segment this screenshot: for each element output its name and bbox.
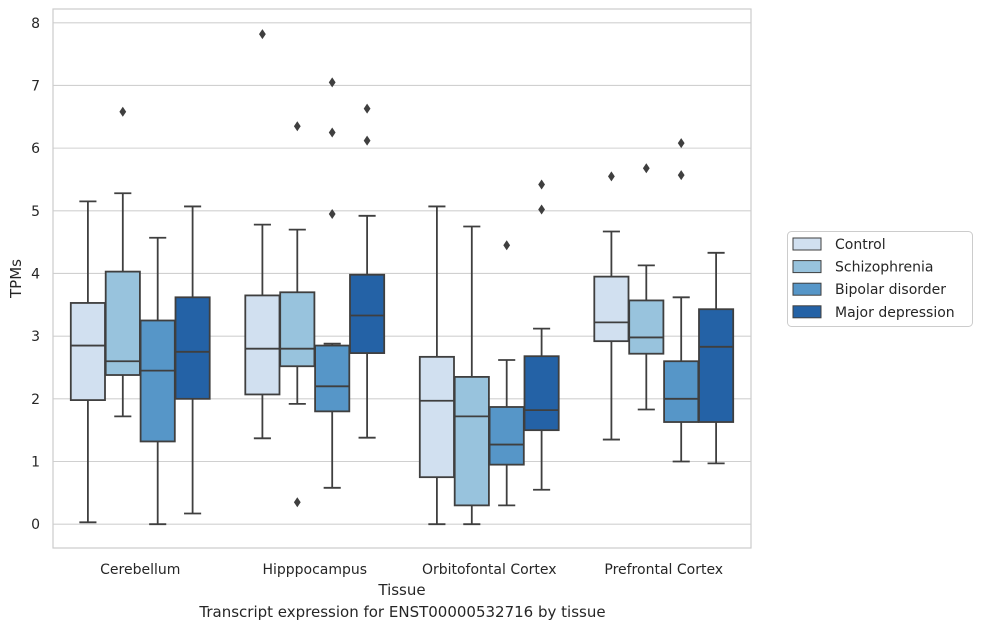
outlier-point <box>538 179 545 190</box>
box-iqr <box>593 275 630 343</box>
outlier-point <box>328 77 336 88</box>
box-iqr <box>279 291 316 368</box>
x-tick-label: Orbitofontal Cortex <box>422 562 557 578</box>
box-0-3 <box>174 205 211 515</box>
x-tick-label: Cerebellum <box>100 562 180 578</box>
y-tick-label: 1 <box>31 455 40 471</box>
outlier-point <box>363 103 371 114</box>
outlier-point <box>293 497 301 508</box>
box-2-1 <box>453 225 490 526</box>
y-tick-label: 0 <box>31 517 40 533</box>
outlier-point <box>677 170 685 181</box>
y-tick-label: 7 <box>31 78 40 94</box>
box-iqr <box>244 294 281 396</box>
box-2-2 <box>488 240 525 507</box>
box-iqr <box>663 360 700 423</box>
y-tick-label: 8 <box>31 16 40 32</box>
plot-frame <box>52 8 752 549</box>
y-tick-label: 5 <box>31 204 40 220</box>
box-iqr <box>349 273 386 354</box>
box-iqr <box>628 299 665 355</box>
box-0-2 <box>139 236 176 526</box>
outlier-point <box>328 127 336 138</box>
box-0-1 <box>104 106 141 418</box>
outlier-point <box>259 29 266 40</box>
legend-label: Major depression <box>835 305 955 321</box>
outlier-point <box>119 106 127 117</box>
legend-swatch <box>792 237 822 251</box>
y-axis-label: TPMs <box>7 259 25 299</box>
legend-label: Bipolar disorder <box>835 282 946 298</box>
box-iqr <box>104 270 141 376</box>
box-iqr <box>418 355 455 479</box>
y-tick-label: 2 <box>31 392 40 408</box>
box-iqr <box>488 406 525 466</box>
box-3-2 <box>663 138 700 463</box>
outlier-point <box>677 138 685 149</box>
legend-swatch <box>792 260 822 274</box>
outlier-point <box>293 121 301 132</box>
legend-frame <box>787 231 973 327</box>
box-iqr <box>69 302 106 401</box>
box-3-0 <box>593 171 630 441</box>
box-1-1 <box>279 121 316 508</box>
box-2-0 <box>418 205 455 526</box>
legend-swatch <box>792 282 822 296</box>
box-1-0 <box>244 29 281 440</box>
box-0-0 <box>69 200 106 524</box>
legend-label: Control <box>835 237 886 253</box>
legend-label: Schizophrenia <box>835 260 933 276</box>
box-iqr <box>139 319 176 443</box>
x-axis-label: Tissue <box>377 581 425 599</box>
outlier-point <box>642 163 650 174</box>
y-tick-label: 6 <box>31 141 40 157</box>
y-tick-label: 4 <box>31 266 40 282</box>
box-iqr <box>453 375 490 507</box>
x-tick-label: Hipppocampus <box>262 562 367 578</box>
box-1-3 <box>349 103 386 439</box>
box-3-3 <box>698 251 735 465</box>
box-1-2 <box>314 77 351 489</box>
box-iqr <box>314 344 351 413</box>
outlier-point <box>363 135 371 146</box>
y-tick-label: 3 <box>31 329 40 345</box>
outlier-point <box>538 204 545 215</box>
outlier-point <box>608 171 615 182</box>
box-iqr <box>698 308 735 423</box>
figure-caption: Transcript expression for ENST0000053271… <box>199 603 606 621</box>
legend-swatch <box>792 305 822 319</box>
box-3-1 <box>628 163 665 411</box>
outlier-point <box>503 240 511 251</box>
box-iqr <box>174 296 211 400</box>
legend: Control Schizophrenia Bipolar disorder Majo… <box>787 231 973 327</box>
box-2-3 <box>523 179 560 491</box>
outlier-point <box>328 208 336 219</box>
x-tick-label: Prefrontal Cortex <box>604 562 723 578</box>
box-iqr <box>523 355 560 432</box>
